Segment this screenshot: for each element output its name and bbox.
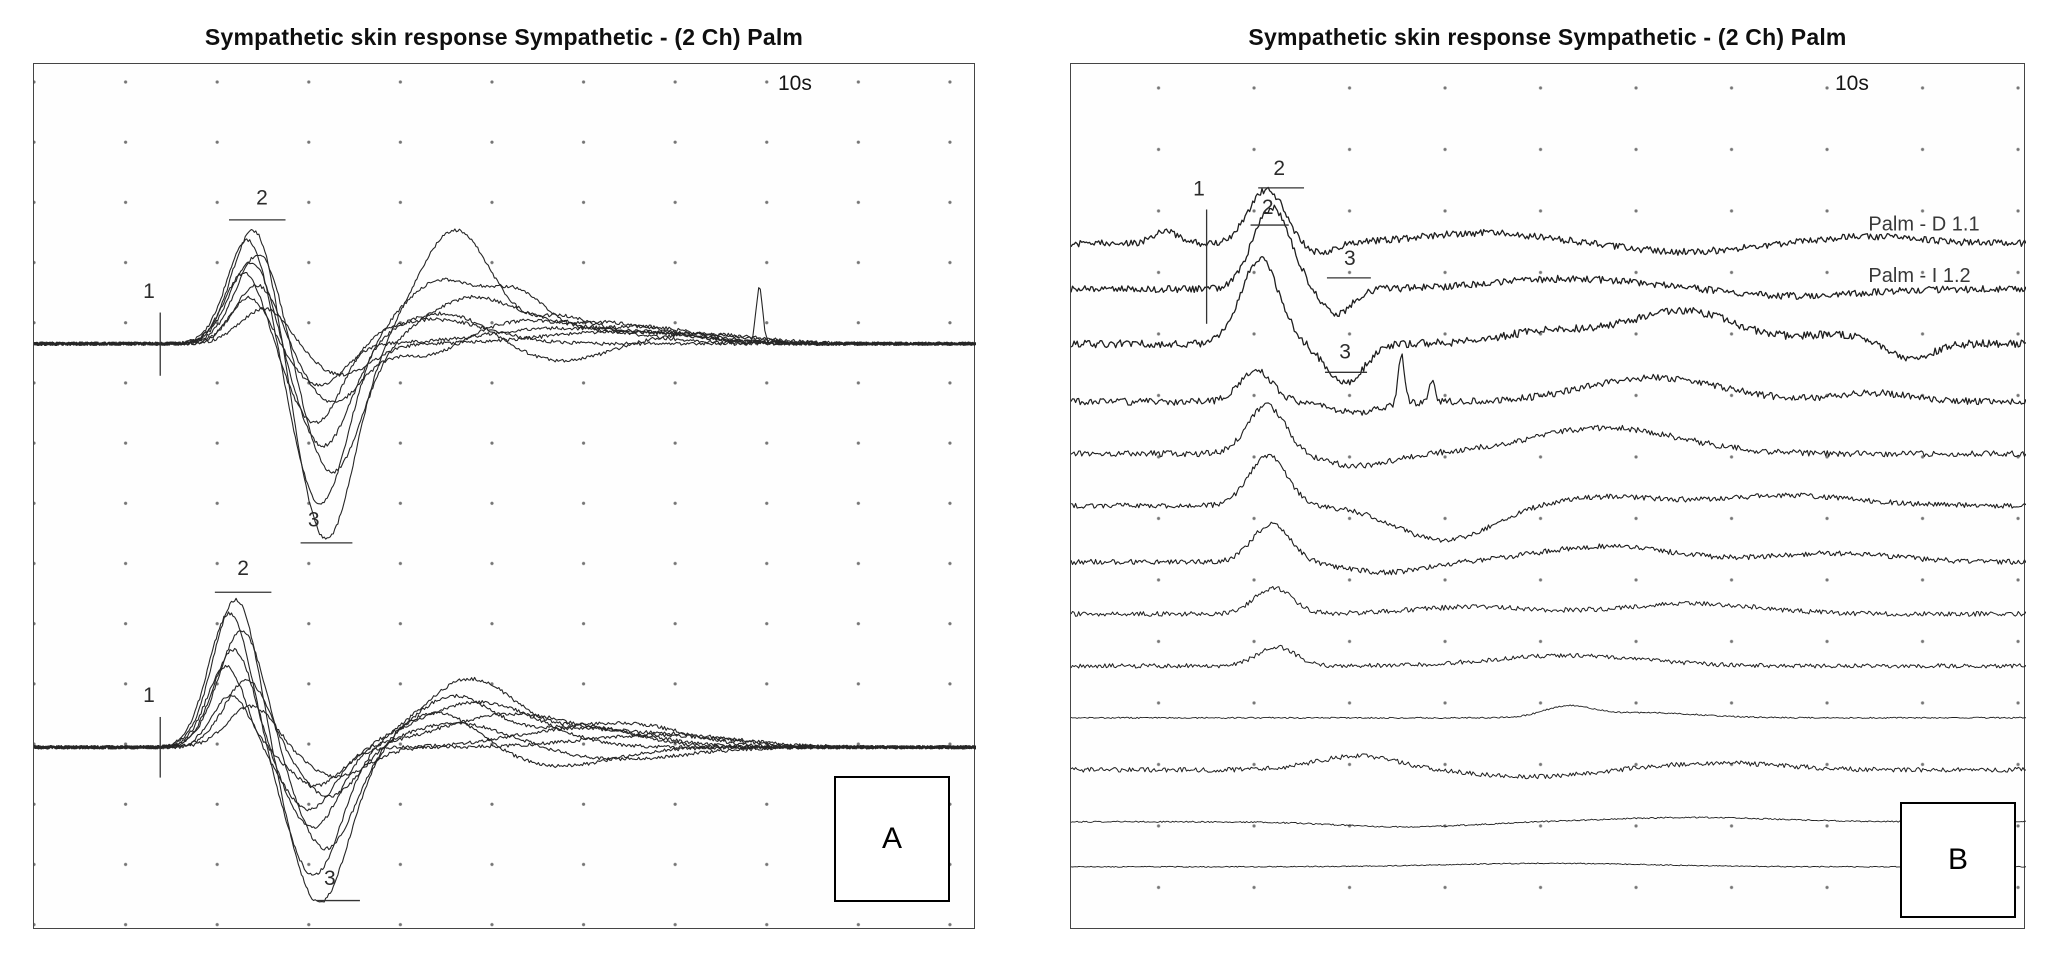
time-scale-label-b: 10s bbox=[1835, 72, 1869, 95]
marker-label: 2 bbox=[237, 557, 249, 580]
channel-label: Palm - D 1.1 bbox=[1868, 213, 1979, 235]
ssr-trace bbox=[34, 704, 976, 779]
panel-b-plot: 1 2 2 3 3 Palm - D 1.1 Palm - I 1.2 10s B bbox=[1070, 63, 2026, 929]
panel-a-plot: 1 2 3 1 2 3 10s A bbox=[33, 63, 976, 929]
corner-label-b: B bbox=[1947, 843, 1968, 876]
ssr-trace bbox=[1071, 816, 2026, 828]
panel-b-title: Sympathetic skin response Sympathetic - … bbox=[1248, 24, 1847, 50]
ssr-trace bbox=[34, 228, 976, 540]
corner-label-a: A bbox=[881, 822, 902, 855]
marker-label: 2 bbox=[256, 186, 268, 209]
ssr-trace bbox=[1071, 453, 2026, 543]
ssr-trace bbox=[1071, 402, 2026, 469]
ssr-trace bbox=[1071, 255, 2026, 386]
channel-label: Palm - I 1.2 bbox=[1868, 265, 1970, 287]
time-scale-label-a: 10s bbox=[778, 72, 812, 95]
panel-b-canvas: 1 2 2 3 3 Palm - D 1.1 Palm - I 1.2 bbox=[1071, 157, 2026, 868]
marker-label: 3 bbox=[1344, 247, 1356, 270]
marker-label: 1 bbox=[1193, 178, 1205, 201]
marker-label: 2 bbox=[1273, 157, 1285, 180]
ssr-trace bbox=[1071, 644, 2026, 669]
ssr-trace bbox=[34, 694, 976, 788]
corner-label-box-b: B bbox=[1900, 802, 2016, 918]
ssr-trace bbox=[34, 238, 976, 505]
marker-label: 1 bbox=[143, 280, 155, 303]
marker-label: 3 bbox=[1339, 340, 1351, 363]
ssr-trace bbox=[34, 271, 976, 425]
panel-a-canvas: 1 2 3 1 2 3 bbox=[34, 186, 976, 903]
marker-label: 3 bbox=[308, 508, 320, 531]
panel-a-title: Sympathetic skin response Sympathetic - … bbox=[204, 24, 804, 50]
ssr-trace bbox=[1071, 186, 2026, 256]
marker-label: 1 bbox=[143, 684, 155, 707]
ssr-trace bbox=[1071, 204, 2026, 318]
corner-label-box-a: A bbox=[834, 776, 950, 902]
marker-label: 2 bbox=[1262, 196, 1274, 219]
ssr-trace bbox=[1071, 704, 2026, 719]
ssr-trace bbox=[34, 307, 976, 377]
ssr-trace bbox=[1071, 586, 2026, 617]
ssr-trace bbox=[1071, 353, 2026, 416]
ssr-trace bbox=[34, 261, 976, 448]
ssr-trace bbox=[1071, 521, 2026, 576]
ssr-trace bbox=[1071, 753, 2026, 780]
ssr-trace bbox=[1071, 862, 2026, 868]
marker-label: 3 bbox=[324, 867, 336, 890]
